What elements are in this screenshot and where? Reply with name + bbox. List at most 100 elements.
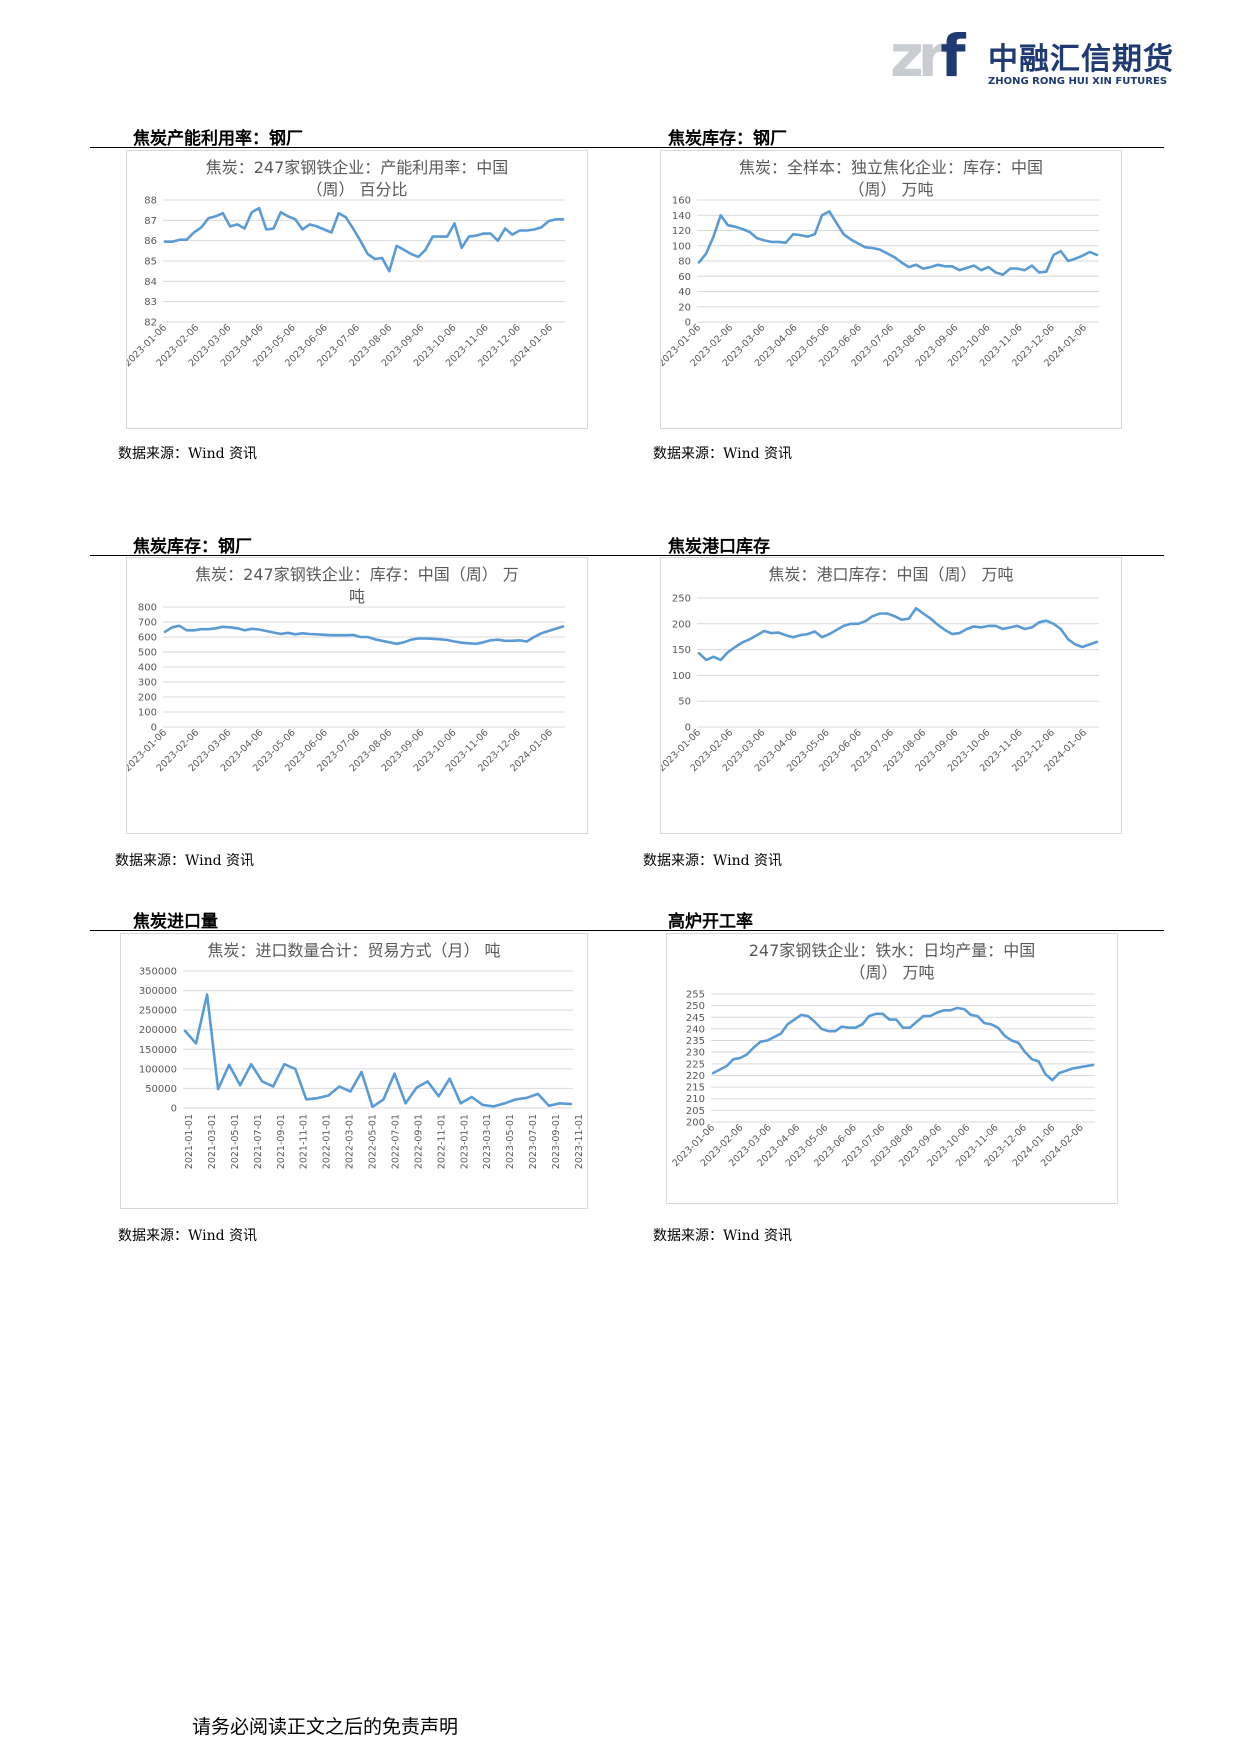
data-source-note: 数据来源：Wind 资讯 (115, 853, 255, 869)
x-tick-label: 2022-03-01 (345, 1114, 356, 1169)
x-tick-label: 2021-09-01 (276, 1114, 287, 1169)
y-tick-label: 235 (686, 1036, 705, 1047)
chart-title-line: 焦炭：247家钢铁企业：库存：中国（周） 万 (195, 565, 519, 584)
section-title-4: 焦炭港口库存 (668, 537, 770, 557)
y-tick-label: 100 (138, 708, 157, 719)
section-title-5: 焦炭进口量 (133, 912, 218, 932)
section-title-2: 焦炭库存：钢厂 (668, 129, 787, 149)
y-tick-label: 200 (672, 619, 691, 630)
chart-hot-metal-output: 247家钢铁企业：铁水：日均产量：中国 （周） 万吨 200 205 210 215 220… (666, 933, 1118, 1204)
y-tick-label: 84 (144, 277, 157, 288)
y-tick-label: 50 (678, 697, 691, 708)
y-tick-label: 60 (678, 272, 691, 283)
section-rule (90, 930, 586, 931)
y-tick-label: 300000 (139, 986, 177, 997)
y-tick-label: 82 (144, 318, 157, 329)
brand-logo: zrf 中融汇信期货 ZHONG RONG HUI XIN FUTURES (890, 26, 1180, 96)
y-tick-label: 83 (144, 297, 157, 308)
chart-svg: 焦炭：全样本：独立焦化企业：库存：中国 （周） 万吨 0 20 40 60 80 100 120… (661, 158, 1099, 369)
y-tick-label: 500 (138, 648, 157, 659)
data-source-note: 数据来源：Wind 资讯 (653, 1228, 793, 1244)
y-tick-label: 250 (686, 1001, 705, 1012)
section-title-1: 焦炭产能利用率：钢厂 (133, 129, 303, 149)
x-tick-label: 2022-11-01 (436, 1114, 447, 1169)
x-tick-label: 2021-11-01 (299, 1114, 310, 1169)
chart-svg: 焦炭：247家钢铁企业：库存：中国（周） 万吨 0 100 200 300 400 500 6… (127, 565, 565, 774)
y-tick-label: 100000 (139, 1064, 177, 1075)
y-tick-label: 50000 (145, 1084, 177, 1095)
x-tick-label: 2021-07-01 (253, 1114, 264, 1169)
y-tick-label: 140 (672, 211, 691, 222)
chart-independent-coke-inventory: 焦炭：全样本：独立焦化企业：库存：中国 （周） 万吨 0 20 40 60 80 100 120… (660, 150, 1122, 429)
chart-svg: 焦炭：进口数量合计：贸易方式（月） 吨 0 50000 100000 150000 200… (139, 941, 585, 1169)
chart-title-line: 焦炭：247家钢铁企业：产能利用率：中国 (206, 158, 509, 177)
chart-svg: 焦炭：港口库存：中国（周） 万吨0501001502002502023-01-0… (661, 565, 1099, 774)
brand-name-en: ZHONG RONG HUI XIN FUTURES (988, 76, 1168, 87)
y-tick-label: 700 (138, 618, 157, 629)
chart-steel-mill-coke-inventory: 焦炭：247家钢铁企业：库存：中国（周） 万吨 0 100 200 300 400 500 6… (126, 557, 588, 834)
section-rule (586, 555, 1164, 556)
y-tick-label: 205 (686, 1106, 705, 1117)
chart-title-line: 焦炭：进口数量合计：贸易方式（月） 吨 (207, 941, 500, 960)
data-source-note: 数据来源：Wind 资讯 (643, 853, 783, 869)
y-tick-label: 100 (672, 241, 691, 252)
y-tick-label: 225 (686, 1059, 705, 1070)
x-tick-label: 2022-01-01 (322, 1114, 333, 1169)
y-tick-label: 230 (686, 1048, 705, 1059)
y-tick-label: 150 (672, 645, 691, 656)
y-tick-label: 600 (138, 633, 157, 644)
brand-mark-icon: zrf (890, 22, 966, 90)
series-line (163, 206, 565, 273)
series-line (163, 624, 565, 646)
chart-title-line: 焦炭：全样本：独立焦化企业：库存：中国 (739, 158, 1043, 177)
x-tick-label: 2023-07-01 (528, 1114, 539, 1169)
y-tick-label: 350000 (139, 967, 177, 978)
y-tick-label: 200000 (139, 1025, 177, 1036)
brand-name-cn: 中融汇信期货 (988, 42, 1174, 77)
y-tick-label: 240 (686, 1024, 705, 1035)
series-line (183, 993, 573, 1109)
y-tick-label: 0 (685, 723, 691, 734)
y-tick-label: 87 (144, 216, 157, 227)
y-tick-label: 255 (686, 990, 705, 1001)
chart-title-line: （周） 百分比 (306, 180, 407, 199)
chart-coke-capacity-utilization: 焦炭：247家钢铁企业：产能利用率：中国 （周） 百分比 82 83 84 85 86 87 8… (126, 150, 588, 429)
x-tick-label: 2021-01-01 (184, 1114, 195, 1169)
chart-svg: 247家钢铁企业：铁水：日均产量：中国 （周） 万吨 200205210215220… (670, 941, 1095, 1169)
chart-title-line: （周） 万吨 (848, 180, 933, 199)
x-tick-label: 2023-01-01 (459, 1114, 470, 1169)
y-tick-label: 245 (686, 1013, 705, 1024)
series-line (711, 1006, 1095, 1082)
chart-coke-imports: 焦炭：进口数量合计：贸易方式（月） 吨 0 50000 100000 150000 200… (120, 933, 588, 1209)
y-tick-label: 0 (171, 1104, 177, 1115)
y-tick-label: 0 (151, 723, 157, 734)
series-line (697, 606, 1099, 662)
y-tick-label: 120 (672, 226, 691, 237)
series-line (697, 210, 1099, 276)
y-tick-label: 300 (138, 678, 157, 689)
section-rule (586, 930, 1164, 931)
chart-title-line: 焦炭：港口库存：中国（周） 万吨 (768, 565, 1013, 584)
y-tick-label: 0 (685, 318, 691, 329)
disclaimer-footer: 请务必阅读正文之后的免责声明 (192, 1716, 459, 1738)
y-tick-label: 40 (678, 287, 691, 298)
y-tick-label: 160 (672, 196, 691, 207)
x-tick-label: 2023-11-01 (574, 1114, 585, 1169)
y-tick-label: 20 (678, 302, 691, 313)
section-title-6: 高炉开工率 (668, 912, 753, 932)
y-tick-label: 250000 (139, 1006, 177, 1017)
y-tick-label: 86 (144, 236, 157, 247)
y-tick-label: 220 (686, 1071, 705, 1082)
chart-title-line: （周） 万吨 (849, 963, 934, 982)
y-tick-label: 200 (138, 693, 157, 704)
y-tick-label: 150000 (139, 1045, 177, 1056)
x-tick-label: 2021-05-01 (230, 1114, 241, 1169)
y-tick-label: 250 (672, 594, 691, 605)
section-rule (586, 147, 1164, 148)
x-tick-label: 2023-05-01 (505, 1114, 516, 1169)
y-tick-label: 88 (144, 196, 157, 207)
y-tick-label: 800 (138, 603, 157, 614)
chart-title-line: 吨 (349, 587, 365, 606)
x-tick-label: 2022-07-01 (390, 1114, 401, 1169)
y-tick-label: 400 (138, 663, 157, 674)
